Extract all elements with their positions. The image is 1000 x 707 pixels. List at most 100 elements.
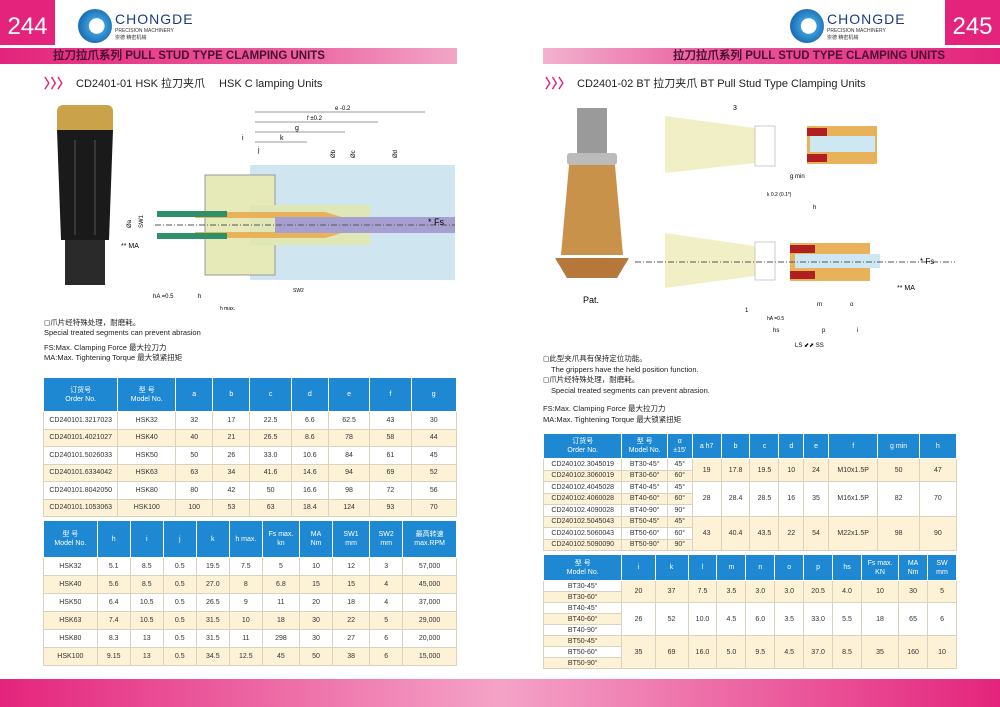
table-cell: 63 (249, 498, 292, 517)
section-band-right: 拉刀拉爪系列 PULL STUD TYPE CLAMPING UNITS (543, 48, 1000, 64)
label-fs: * Fs (428, 217, 445, 227)
column-header: p (803, 554, 834, 581)
dim-h: h (813, 205, 816, 211)
table-cell: HSK32 (43, 557, 98, 576)
footer-band (0, 679, 1000, 707)
table-cell: CD240102.3060019 (542, 469, 623, 482)
table-cell: 45° (666, 481, 693, 494)
group-cell: 47 (918, 458, 958, 482)
table-cell: 8.5 (129, 575, 164, 594)
page-number-right: 245 (945, 0, 1000, 45)
table-cell: 16.6 (290, 481, 329, 500)
group-cell: 69 (654, 635, 689, 669)
table-cell: 14.6 (290, 463, 329, 482)
table-row: HSK32 5.1 8.5 0.5 19.5 7.5 5 10 12 3 57,000 (43, 557, 457, 576)
column-header: k (654, 554, 689, 581)
table-row: BT40-45° 26 52 10.0 4.5 6.0 3.5 33.0 5.5 18 65 6 (542, 602, 957, 636)
group-cell: 33.0 (803, 602, 834, 636)
table-cell: CD240102.5090090 (542, 538, 623, 551)
note: MA:Max. Tightening Torque 最大锁紧扭矩 (543, 414, 682, 424)
group-cell: 5 (927, 580, 957, 603)
table-cell: BT40-45° (542, 602, 623, 614)
table-cell: BT50-90° (542, 657, 623, 669)
table-cell: 10.5 (129, 611, 164, 630)
table-row: CD240101.6334042 HSK63 63 34 41.6 14.6 94 69 52 (42, 463, 457, 482)
table-cell: 53 (212, 498, 251, 517)
group-cell: 70 (918, 481, 958, 517)
column-header: MA Nm (898, 554, 929, 581)
dim-o: o (850, 302, 854, 308)
group-cell: 160 (898, 635, 929, 669)
table-cell: 0.5 (162, 647, 197, 666)
table-cell: BT40-60° (621, 492, 668, 505)
table-cell: 6.6 (290, 411, 329, 430)
table-cell: 19.5 (195, 557, 230, 576)
table-cell: 27 (332, 629, 371, 648)
table-cell: 84 (327, 446, 371, 465)
table-cell: 7.4 (96, 611, 131, 630)
table-cell: CD240102.5045043 (542, 515, 623, 528)
group-cell: 50 (877, 458, 920, 482)
table-cell: 0.5 (162, 611, 197, 630)
group-cell: 54 (803, 515, 829, 551)
group-cell: 28 (691, 481, 722, 517)
brand-name: CHONGDE (827, 10, 906, 27)
group-cell: 26 (621, 602, 656, 636)
table-cell: 26 (212, 446, 251, 465)
label-ls-ss: LS ⬋⬈ SS (795, 343, 824, 349)
group-cell: 28.5 (749, 481, 780, 517)
table-cell: BT50-60° (621, 527, 668, 540)
column-header: i (621, 554, 656, 581)
table-row: CD240101.4021027 HSK40 40 21 26.5 8.6 78 58 44 (42, 428, 457, 447)
table-row: CD240102.3060019 BT30-60° 60° (542, 469, 957, 482)
table-cell: 29,000 (402, 611, 457, 630)
table-cell: 10 (298, 557, 334, 576)
group-cell: 35 (860, 635, 900, 669)
column-header: l (687, 554, 718, 581)
table-cell: 62.5 (327, 411, 371, 430)
table-cell: 43 (369, 411, 412, 430)
table-cell: 0.5 (162, 593, 197, 612)
table-cell: 70 (410, 498, 457, 517)
table-cell: 32 (175, 411, 214, 430)
logo-icon (790, 9, 824, 43)
group-cell: 20.5 (803, 580, 834, 603)
table-cell: 11 (261, 593, 301, 612)
table-row: HSK80 8.3 13 0.5 31.5 11 298 30 27 6 20,000 (43, 629, 457, 648)
table-cell: 8 (228, 575, 263, 594)
column-header: MA Nm (298, 520, 334, 558)
column-header: i (129, 520, 164, 558)
table-cell: 72 (369, 481, 412, 500)
table-row: CD240101.1053063 HSK100 100 53 63 18.4 124 93 70 (42, 498, 457, 517)
table-cell: 9 (228, 593, 263, 612)
group-cell: 28.4 (720, 481, 751, 517)
table-cell: 45,000 (402, 575, 457, 594)
table-cell: CD240102.3045019 (542, 458, 623, 471)
subtitle-left: 〉〉〉 CD2401-01 HSK 拉刀夹爪 HSK C lamping Uni… (44, 73, 322, 92)
table-cell: 5 (369, 611, 404, 630)
column-header: 型 号 Model No. (117, 377, 177, 412)
table-cell: 57,000 (402, 557, 457, 576)
column-header: e (803, 433, 829, 459)
chevrons-icon: 〉〉〉 (44, 76, 71, 91)
group-cell: M10x1.5P (827, 458, 879, 482)
table-row: BT50-90° (542, 657, 957, 669)
table-cell: 15 (298, 575, 334, 594)
table-cell: HSK80 (117, 481, 177, 500)
column-header: c (749, 433, 780, 459)
group-cell: 3.5 (774, 602, 805, 636)
brand-cn: 崇德 精密机械 (115, 34, 147, 41)
table-cell: 26.5 (249, 428, 292, 447)
subtitle-text: CD2401-02 BT 拉刀夹爪 BT Pull Stud Type Clam… (577, 77, 866, 90)
table-cell: HSK63 (43, 611, 98, 630)
group-cell: 10 (778, 458, 805, 482)
dim-k: k (280, 135, 284, 142)
table-cell: 30 (298, 611, 334, 630)
column-header: SW1 mm (332, 520, 371, 558)
table-cell: CD240102.4045028 (542, 481, 623, 494)
table-cell: HSK32 (117, 411, 177, 430)
group-cell: 16.0 (687, 635, 718, 669)
notes-right: ◻此型夹爪具有保持定位功能。 The grippers have the hel… (543, 354, 710, 425)
table-cell: 42 (212, 481, 251, 500)
dim-j: j (257, 147, 260, 154)
